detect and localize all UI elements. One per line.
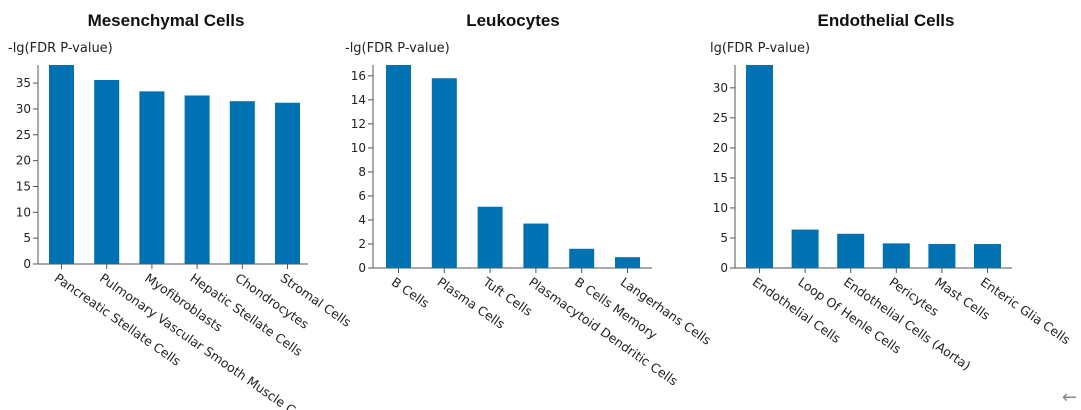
chart-1: Mesenchymal Cells -lg(FDR P-value) 0 5 10 15 2… [8, 11, 354, 410]
y-tick-label: 8 [358, 165, 366, 179]
y-tick-label: 10 [713, 201, 728, 215]
y-tick-label: 5 [720, 231, 728, 245]
y-tick-label: 5 [23, 231, 31, 245]
bar-plasmacytoid-dendritic-cells[interactable] [523, 223, 549, 268]
y-tick-label: 15 [713, 171, 728, 185]
y-tick-label: 15 [16, 179, 31, 193]
y-tick-label: 2 [358, 237, 366, 251]
y-tick-label: 0 [720, 261, 728, 275]
bar-stromal-cells[interactable] [275, 102, 300, 264]
y-tick-label: 30 [16, 102, 31, 116]
bar-b-cells-memory[interactable] [569, 248, 595, 268]
chart-title: Endothelial Cells [818, 11, 955, 30]
y-tick-label: 0 [23, 257, 31, 271]
bar-myofibroblasts[interactable] [139, 91, 165, 264]
chart-title: Leukocytes [466, 11, 560, 30]
bar-pulmonary-vascular-smooth-muscle-cells[interactable] [94, 79, 120, 264]
bar-hepatic-stellate-cells[interactable] [184, 95, 210, 265]
bar-endothelial-cells-aorta[interactable] [837, 233, 865, 268]
y-tick-label: 0 [358, 261, 366, 275]
bar-mast-cells[interactable] [928, 243, 956, 268]
y-tick-label: 30 [713, 81, 728, 95]
chart-title: Mesenchymal Cells [88, 11, 245, 30]
bar-b-cells[interactable] [386, 65, 411, 268]
y-tick-label: 20 [16, 154, 31, 168]
chart-3: Endothelial Cells lg(FDR P-value) 0 5 10 15 20… [710, 11, 1073, 373]
y-axis-label: -lg(FDR P-value) [345, 41, 450, 56]
bar-loop-of-henle-cells[interactable] [791, 229, 819, 268]
bar-chondrocytes[interactable] [229, 101, 255, 264]
bar-langerhans-cells[interactable] [615, 257, 640, 268]
y-tick-label: 25 [16, 128, 31, 142]
chart-2: Leukocytes -lg(FDR P-value) 0 2 4 6 8 10 12 14 16 B… [345, 11, 714, 389]
y-tick-label: 10 [16, 205, 31, 219]
y-tick-label: 20 [713, 141, 728, 155]
bar-endothelial-cells[interactable] [746, 65, 773, 268]
y-tick-label: 10 [351, 141, 366, 155]
y-tick-label: 35 [16, 76, 31, 90]
bar-enteric-glia-cells[interactable] [974, 243, 1001, 268]
bar-plasma-cells[interactable] [431, 78, 457, 269]
y-tick-label: 25 [713, 111, 728, 125]
y-tick-label: 14 [351, 93, 366, 107]
y-tick-label: 12 [351, 117, 366, 131]
y-tick-label: 4 [358, 213, 366, 227]
bar-pancreatic-stellate-cells[interactable] [49, 65, 74, 264]
y-tick-label: 16 [351, 69, 366, 83]
y-axis-label: lg(FDR P-value) [710, 41, 810, 56]
bar-pericytes[interactable] [882, 243, 910, 268]
arrow-left-icon[interactable]: ← [1061, 387, 1077, 408]
x-tick-label: B Cells [389, 274, 432, 311]
bar-tuft-cells[interactable] [477, 206, 503, 268]
y-tick-label: 6 [358, 189, 366, 203]
y-axis-label: -lg(FDR P-value) [8, 41, 113, 56]
